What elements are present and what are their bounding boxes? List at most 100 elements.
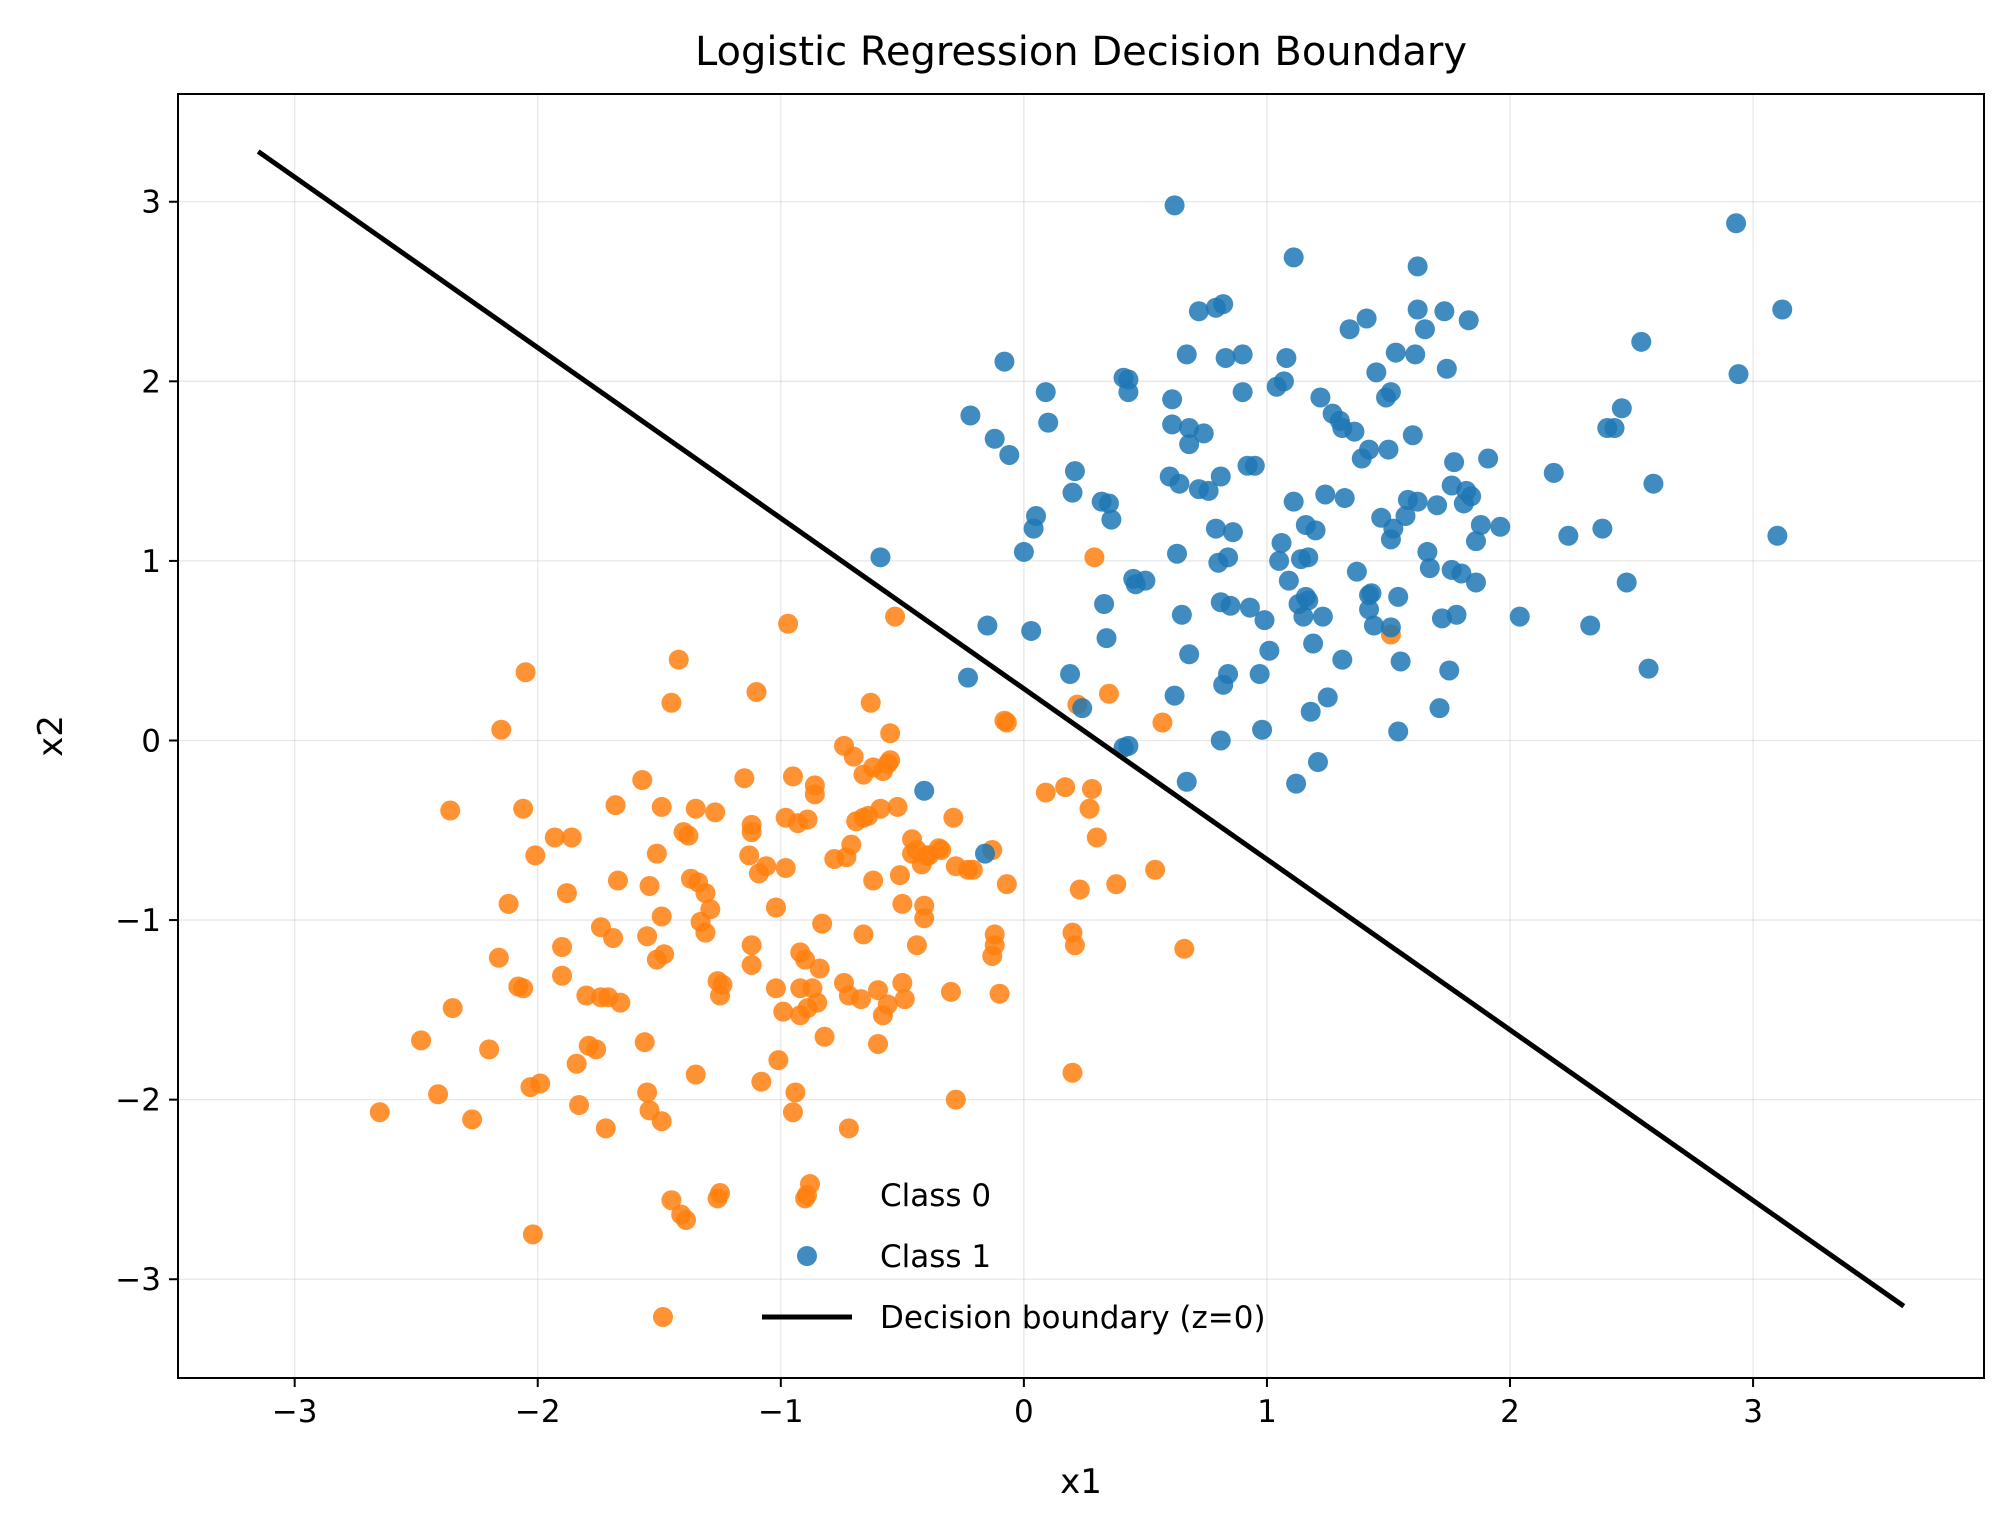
class-0-point: [782, 1102, 803, 1123]
x-tick-label: 2: [1500, 1394, 1520, 1430]
class-0-point: [943, 807, 964, 828]
class-1-point: [1380, 617, 1401, 638]
class-0-point: [651, 906, 672, 927]
class-1-point: [1419, 558, 1440, 579]
class-1-point: [1726, 213, 1747, 234]
class-0-point: [661, 692, 682, 713]
class-1-point: [1461, 486, 1482, 507]
class-1-point: [1094, 594, 1115, 615]
class-1-point: [1164, 195, 1185, 216]
class-1-point: [1592, 518, 1613, 539]
class-1-point: [1604, 418, 1625, 439]
class-1-point: [1179, 644, 1200, 665]
class-0-point: [525, 845, 546, 866]
class-0-point: [741, 954, 762, 975]
class-1-point: [1465, 572, 1486, 593]
class-0-point: [860, 692, 881, 713]
class-0-point: [369, 1102, 390, 1123]
class-0-point: [996, 712, 1017, 733]
class-0-point: [561, 827, 582, 848]
class-0-point: [637, 1082, 658, 1103]
class-1-point: [1317, 687, 1338, 708]
x-tick-label: −1: [758, 1394, 804, 1430]
class-0-point: [814, 1026, 835, 1047]
class-1-point: [1118, 382, 1139, 403]
class-0-point: [892, 893, 913, 914]
x-axis-label: x1: [1060, 1462, 1102, 1502]
class-0-point: [637, 926, 658, 947]
class-1-point: [1429, 698, 1450, 719]
class-1-point: [1062, 482, 1083, 503]
class-1-point: [1388, 586, 1409, 607]
class-1-point: [1273, 371, 1294, 392]
class-1-point: [1558, 525, 1579, 546]
class-1-point: [1509, 606, 1530, 627]
class-1-point: [870, 547, 891, 568]
class-0-point: [566, 1053, 587, 1074]
class-1-point: [1385, 342, 1406, 363]
legend-marker-class-0: [797, 1185, 817, 1205]
class-1-point: [1286, 773, 1307, 794]
class-1-point: [1359, 439, 1380, 460]
class-1-point: [974, 843, 995, 864]
y-tick-label: 2: [141, 364, 161, 400]
class-1-point: [1176, 344, 1197, 365]
class-1-point: [1339, 319, 1360, 340]
class-0-point: [851, 989, 872, 1010]
class-1-point: [1232, 344, 1253, 365]
class-1-point: [1188, 301, 1209, 322]
class-1-point: [1383, 518, 1404, 539]
class-1-point: [1276, 347, 1297, 368]
class-0-point: [515, 662, 536, 683]
class-1-point: [977, 615, 998, 636]
class-1-point: [1490, 516, 1511, 537]
class-1-point: [1543, 462, 1564, 483]
y-tick-label: 0: [141, 723, 161, 759]
x-tick-label: 3: [1743, 1394, 1763, 1430]
class-1-point: [1465, 531, 1486, 552]
class-0-point: [700, 899, 721, 920]
class-1-point: [1303, 633, 1324, 654]
class-0-point: [863, 870, 884, 891]
class-0-point: [785, 1082, 806, 1103]
x-tick-label: 1: [1257, 1394, 1277, 1430]
class-1-point: [1298, 590, 1319, 611]
class-1-point: [1402, 425, 1423, 446]
class-1-point: [1252, 719, 1273, 740]
class-0-point: [778, 613, 799, 634]
class-0-point: [498, 893, 519, 914]
class-1-point: [1434, 301, 1455, 322]
class-1-point: [957, 667, 978, 688]
class-0-point: [603, 928, 624, 949]
decision-boundary-line: [256, 149, 1906, 1309]
class-0-point: [705, 802, 726, 823]
y-tick-label: −3: [115, 1262, 161, 1298]
class-1-point: [1417, 541, 1438, 562]
class-0-point: [1084, 547, 1105, 568]
class-0-point: [807, 992, 828, 1013]
legend: Class 0 Class 1 Decision boundary (z=0): [653, 1178, 1266, 1336]
class-0-point: [984, 924, 1005, 945]
class-0-point: [782, 766, 803, 787]
class-0-point: [668, 649, 689, 670]
plot-frame: [177, 93, 1985, 1379]
x-tick-label: −2: [515, 1394, 561, 1430]
class-0-point: [639, 875, 660, 896]
class-0-point: [576, 985, 597, 1006]
class-1-point: [1378, 439, 1399, 460]
class-0-point: [513, 978, 534, 999]
class-0-point: [695, 922, 716, 943]
class-0-point: [1152, 712, 1173, 733]
class-0-point: [868, 980, 889, 1001]
class-1-point: [1772, 299, 1793, 320]
class-1-point: [1356, 308, 1377, 329]
class-0-point: [586, 1039, 607, 1060]
class-0-point: [442, 998, 463, 1019]
class-1-point: [1118, 735, 1139, 756]
class-1-point: [1239, 597, 1260, 618]
y-axis-label: x2: [31, 715, 71, 757]
class-0-point: [411, 1030, 432, 1051]
class-1-point: [1478, 448, 1499, 469]
class-0-point: [751, 1071, 772, 1092]
